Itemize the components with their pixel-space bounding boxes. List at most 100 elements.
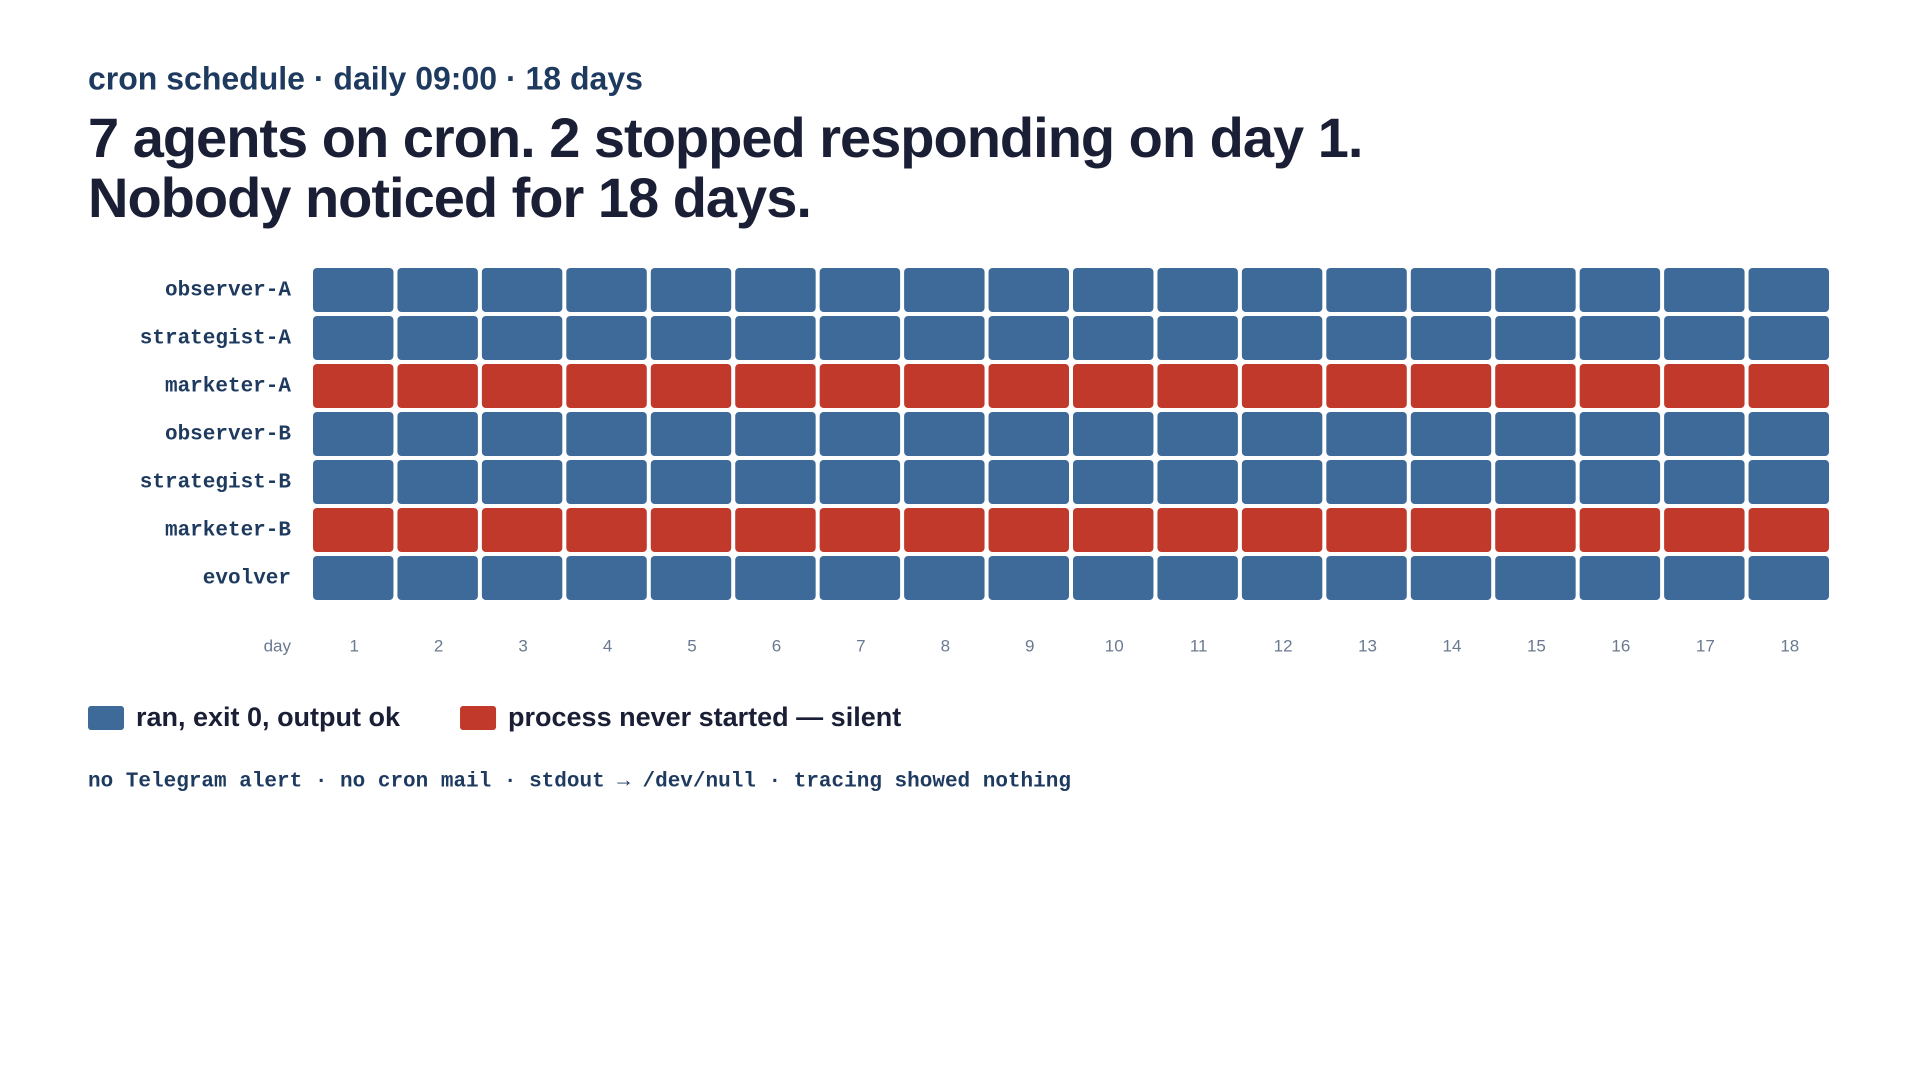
cell (1664, 316, 1745, 360)
cell (1157, 364, 1238, 408)
cell (1326, 508, 1407, 552)
cell (1579, 508, 1661, 552)
row-label: observer-B (165, 424, 291, 447)
cell (313, 508, 394, 552)
cell (1241, 412, 1323, 456)
cell (1157, 556, 1238, 600)
cell (1073, 364, 1154, 408)
cell (1241, 364, 1323, 408)
cell (1326, 268, 1407, 312)
cell (988, 316, 1069, 360)
legend-swatch (88, 706, 124, 730)
cell (1073, 556, 1154, 600)
cell (566, 268, 647, 312)
row-label: marketer-A (165, 376, 291, 399)
cell (650, 412, 732, 456)
cell (1495, 556, 1576, 600)
cell (1241, 460, 1323, 504)
x-tick-label: 4 (603, 636, 612, 655)
cell (1579, 460, 1661, 504)
cell (1495, 508, 1576, 552)
row-label: strategist-A (140, 328, 292, 351)
legend-label: ran, exit 0, output ok (136, 702, 401, 732)
cell (1664, 412, 1745, 456)
cell (1495, 460, 1576, 504)
cell (1495, 268, 1576, 312)
cell (904, 460, 985, 504)
cell (1241, 268, 1323, 312)
cell (566, 508, 647, 552)
row-label: observer-A (165, 280, 291, 303)
x-tick-label: 2 (434, 636, 443, 655)
x-tick-label: 7 (856, 636, 865, 655)
cell (1579, 268, 1661, 312)
cell (1664, 268, 1745, 312)
cell (566, 460, 647, 504)
cell (735, 364, 816, 408)
cell (904, 412, 985, 456)
cell (397, 508, 478, 552)
x-tick-label: 16 (1611, 636, 1630, 655)
x-tick-label: 1 (349, 636, 358, 655)
cell (650, 364, 732, 408)
cell (313, 364, 394, 408)
title-line: Nobody noticed for 18 days. (88, 166, 811, 229)
cell (1410, 364, 1492, 408)
cell (1326, 364, 1407, 408)
cell (313, 268, 394, 312)
cell (481, 556, 563, 600)
x-tick-label: 11 (1190, 636, 1208, 655)
cell (1157, 460, 1238, 504)
cell (1495, 412, 1576, 456)
x-tick-label: 10 (1105, 636, 1124, 655)
cell (313, 316, 394, 360)
footnote: no Telegram alert · no cron mail · stdou… (88, 771, 1071, 794)
cell (481, 316, 563, 360)
cell (1073, 508, 1154, 552)
cell (1664, 364, 1745, 408)
x-tick-label: 12 (1274, 636, 1293, 655)
cell (1326, 556, 1407, 600)
cell (650, 460, 732, 504)
x-tick-label: 9 (1025, 636, 1034, 655)
cell (988, 460, 1069, 504)
cell (988, 412, 1069, 456)
cell (1073, 412, 1154, 456)
cell (1241, 316, 1323, 360)
cell (1748, 316, 1829, 360)
x-tick-label: 18 (1780, 636, 1799, 655)
cell (735, 460, 816, 504)
subtitle: cron schedule · daily 09:00 · 18 days (88, 60, 643, 96)
cell (735, 316, 816, 360)
cell (1410, 556, 1492, 600)
cell (1579, 412, 1661, 456)
cell (650, 268, 732, 312)
cell (904, 316, 985, 360)
x-tick-label: 3 (518, 636, 527, 655)
cell (481, 412, 563, 456)
cell (904, 268, 985, 312)
x-tick-label: 6 (772, 636, 781, 655)
x-tick-label: 17 (1696, 636, 1715, 655)
cell (1748, 412, 1829, 456)
cell (1748, 460, 1829, 504)
cell (1748, 364, 1829, 408)
cell (735, 556, 816, 600)
cell (1579, 316, 1661, 360)
cell (397, 460, 478, 504)
cell (1157, 268, 1238, 312)
cell (1579, 556, 1661, 600)
cell (1748, 268, 1829, 312)
cell (1410, 268, 1492, 312)
cell (735, 268, 816, 312)
cell (904, 508, 985, 552)
cell (397, 316, 478, 360)
cell (650, 316, 732, 360)
cell (481, 460, 563, 504)
cell (566, 316, 647, 360)
legend-label: process never started — silent (508, 702, 901, 732)
cell (1157, 316, 1238, 360)
cell (566, 556, 647, 600)
cell (566, 364, 647, 408)
cell (1073, 460, 1154, 504)
